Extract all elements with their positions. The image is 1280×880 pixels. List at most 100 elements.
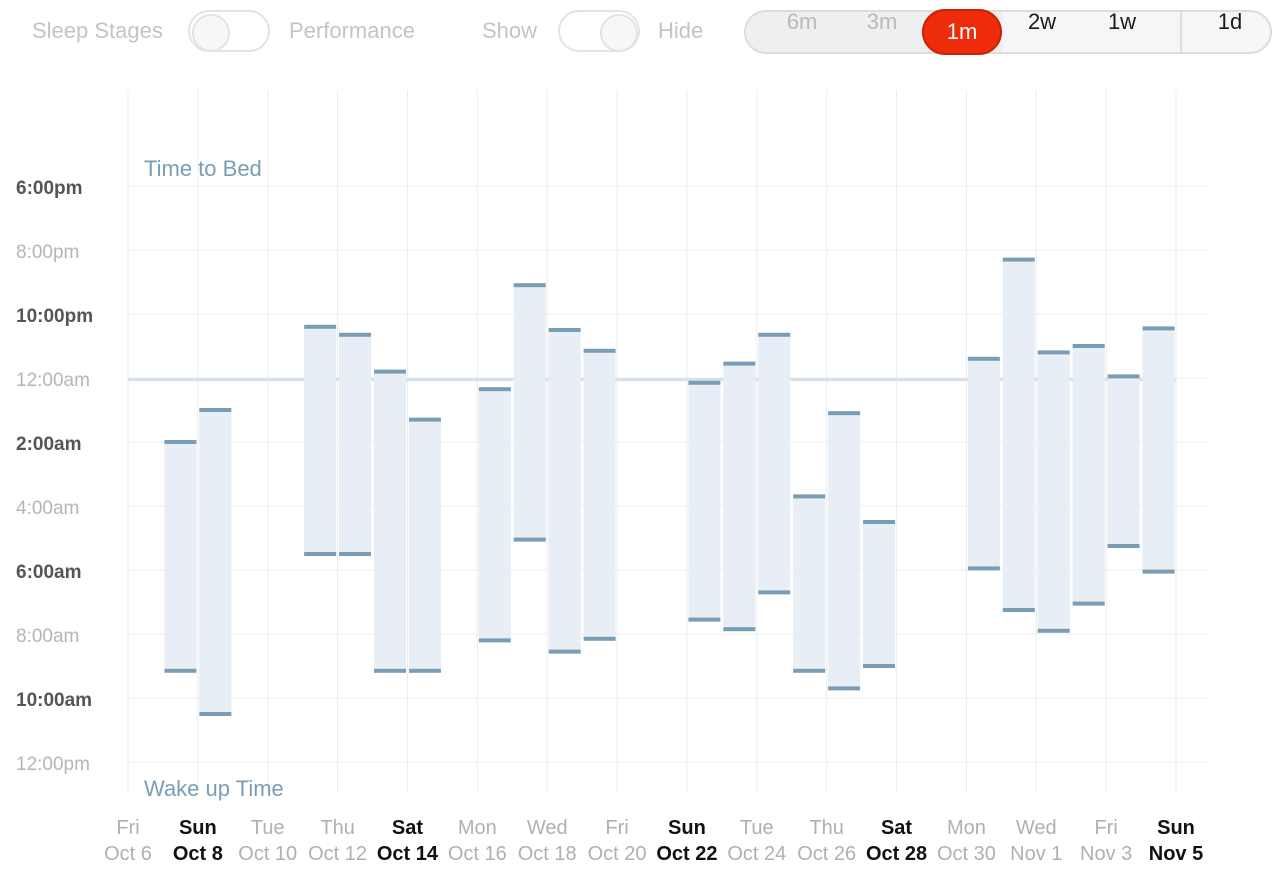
- range-2w-button[interactable]: 2w: [1027, 9, 1057, 34]
- bed-time-marker: [688, 380, 721, 385]
- show-label: Show: [482, 18, 538, 43]
- wake-time-marker: [408, 668, 441, 673]
- sleep-bar: [164, 442, 197, 671]
- x-axis-weekday-label: Mon: [947, 817, 986, 839]
- y-axis-label: 2:00am: [16, 434, 82, 455]
- x-axis-weekday-label: Sun: [668, 817, 706, 839]
- bed-time-marker: [1142, 326, 1175, 331]
- sleep-bar: [199, 410, 232, 714]
- x-axis-weekday-label: Mon: [458, 817, 497, 839]
- sleep-bar: [304, 326, 337, 554]
- y-axis-label: 12:00am: [16, 370, 90, 391]
- bed-time-marker: [863, 520, 896, 524]
- time-to-bed-label: Time to Bed: [144, 156, 262, 181]
- x-axis-weekday-label: Thu: [320, 817, 354, 839]
- range-1m-button[interactable]: 1m: [922, 9, 1002, 55]
- wake-time-marker: [723, 627, 756, 632]
- bed-time-marker: [199, 408, 232, 412]
- sleep-stages-performance-toggle[interactable]: [188, 10, 270, 52]
- bed-time-marker: [828, 411, 861, 416]
- sleep-bar: [339, 334, 372, 554]
- wake-time-marker: [583, 636, 616, 641]
- wake-time-marker: [1037, 628, 1070, 633]
- wake-time-marker: [304, 552, 337, 556]
- x-axis-weekday-label: Wed: [1016, 817, 1057, 839]
- sleep-bar: [1037, 352, 1070, 631]
- wake-time-marker: [374, 668, 406, 673]
- show-hide-toggle[interactable]: [558, 10, 640, 52]
- range-divider: [1180, 12, 1182, 52]
- x-axis-date-label: Oct 28: [866, 843, 927, 865]
- range-3m-button[interactable]: 3m: [866, 9, 898, 34]
- x-axis-weekday-label: Fri: [605, 817, 628, 839]
- bed-time-marker: [374, 369, 406, 374]
- wake-time-marker: [1072, 601, 1105, 606]
- wake-time-marker: [513, 537, 546, 542]
- sleep-bar: [688, 382, 721, 620]
- sleep-stages-label: Sleep Stages: [32, 18, 163, 43]
- sleep-bar: [723, 363, 756, 630]
- x-axis-weekday-label: Tue: [740, 817, 774, 839]
- y-axis-label: 6:00am: [16, 562, 82, 583]
- y-axis-label: 12:00pm: [16, 754, 90, 775]
- sleep-bar: [828, 413, 861, 689]
- toolbar: Sleep Stages Performance Show Hide 6m 3m…: [0, 0, 1280, 64]
- x-axis-weekday-label: Fri: [116, 817, 139, 839]
- range-1w-button[interactable]: 1w: [1107, 9, 1137, 34]
- x-axis-date-label: Oct 10: [238, 843, 297, 865]
- x-axis-date-label: Nov 5: [1149, 843, 1203, 865]
- performance-label: Performance: [289, 18, 415, 43]
- x-axis-weekday-label: Thu: [809, 817, 843, 839]
- wake-time-marker: [1142, 569, 1175, 574]
- bed-time-marker: [513, 283, 546, 288]
- sleep-bar: [1142, 328, 1175, 572]
- sleep-bar: [583, 350, 616, 639]
- x-axis-date-label: Nov 3: [1080, 843, 1132, 865]
- sleep-bar: [793, 496, 826, 671]
- range-1d-button[interactable]: 1d: [1217, 9, 1243, 34]
- x-axis-date-label: Oct 14: [377, 843, 439, 865]
- x-axis-weekday-label: Sat: [392, 817, 423, 839]
- bed-time-marker: [758, 332, 791, 337]
- wake-time-marker: [478, 638, 511, 643]
- x-axis-date-label: Nov 1: [1010, 843, 1062, 865]
- range-6m-button[interactable]: 6m: [786, 9, 818, 34]
- x-axis-date-label: Oct 22: [656, 843, 717, 865]
- wake-time-marker: [828, 686, 861, 691]
- y-axis-label: 8:00am: [16, 626, 79, 647]
- bed-time-marker: [548, 328, 581, 332]
- x-axis-date-label: Oct 20: [588, 843, 647, 865]
- bed-time-marker: [339, 332, 372, 337]
- bed-time-marker: [723, 361, 756, 366]
- wake-time-marker: [688, 617, 721, 622]
- x-axis-date-label: Oct 16: [448, 843, 507, 865]
- wake-time-marker: [863, 664, 896, 668]
- wake-time-marker: [793, 668, 826, 673]
- wake-time-marker: [758, 590, 791, 595]
- sleep-bar: [1002, 259, 1035, 610]
- sleep-bar: [1107, 376, 1140, 546]
- x-axis-date-label: Oct 26: [797, 843, 856, 865]
- x-axis-weekday-label: Sun: [1157, 817, 1195, 839]
- x-axis-date-label: Oct 6: [104, 843, 152, 865]
- bed-time-marker: [304, 324, 337, 329]
- x-axis-date-label: Oct 12: [308, 843, 367, 865]
- x-axis-weekday-label: Wed: [527, 817, 568, 839]
- bed-time-marker: [1107, 374, 1140, 379]
- x-axis-date-label: Oct 18: [518, 843, 577, 865]
- sleep-bar: [967, 358, 1000, 569]
- bed-time-marker: [583, 348, 616, 353]
- hide-label: Hide: [658, 18, 704, 43]
- bed-time-marker: [408, 417, 441, 422]
- bed-time-marker: [1037, 350, 1070, 355]
- y-axis-label: 10:00pm: [16, 306, 93, 327]
- x-axis-date-label: Oct 30: [937, 843, 996, 865]
- sleep-bar: [478, 389, 511, 641]
- wake-time-marker: [967, 566, 1000, 571]
- x-axis-weekday-label: Fri: [1094, 817, 1117, 839]
- wake-time-marker: [199, 712, 232, 716]
- sleep-bar: [548, 330, 581, 652]
- bed-time-marker: [793, 494, 826, 499]
- sleep-bar: [758, 334, 791, 593]
- sleep-bar: [374, 371, 406, 671]
